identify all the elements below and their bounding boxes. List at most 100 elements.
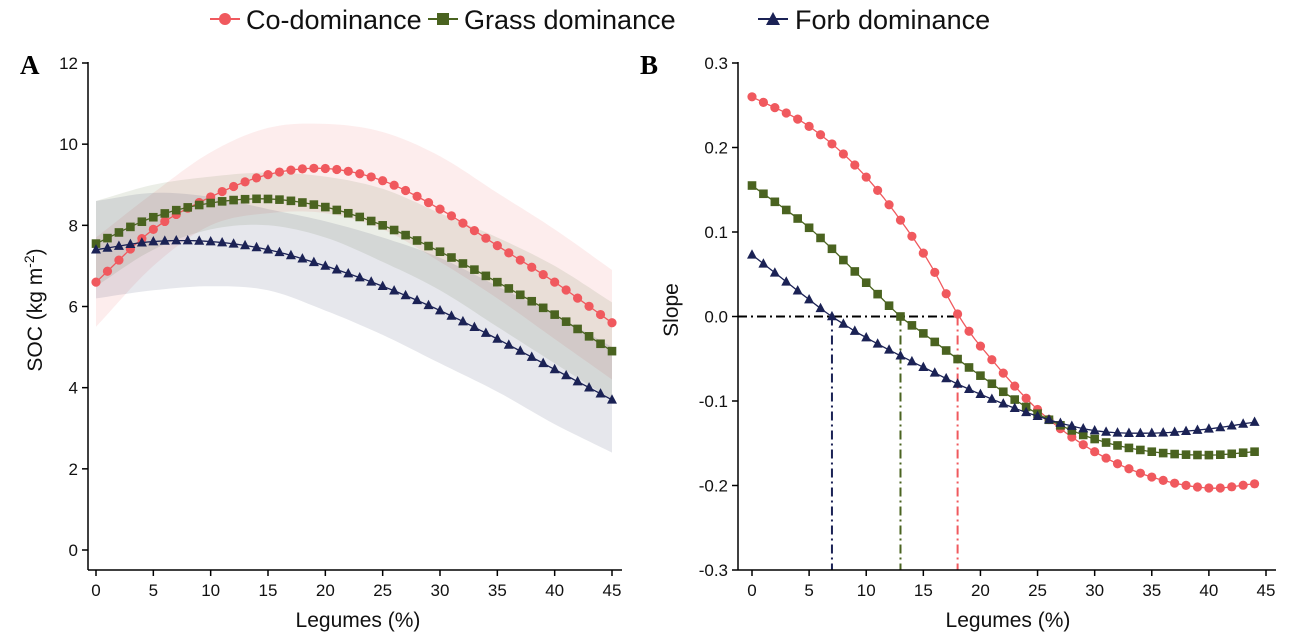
x-tick-label: 0 — [91, 581, 100, 600]
data-point-co-dominance — [1124, 464, 1134, 474]
data-point-forb-dominance — [331, 264, 342, 274]
data-point-co-dominance — [229, 181, 239, 192]
x-tick-label: 40 — [545, 581, 564, 600]
y-tick-label: -0.1 — [699, 392, 728, 411]
data-point-grass-dominance — [435, 247, 445, 257]
data-point-grass-dominance — [504, 284, 514, 293]
series-line-co-dominance — [95, 167, 613, 324]
data-point-grass-dominance — [321, 202, 330, 212]
data-point-grass-dominance — [770, 197, 780, 207]
data-point-forb-dominance — [1066, 420, 1077, 430]
data-point-grass-dominance — [1170, 449, 1179, 459]
data-point-grass-dominance — [953, 354, 962, 364]
data-point-co-dominance — [1010, 381, 1020, 391]
panel-a: A 0 2 4 6 8 10 12 0 5 10 15 20 25 30 35 40 45 Legumes (… — [20, 50, 622, 632]
data-point-co-dominance — [114, 255, 124, 265]
data-point-co-dominance — [538, 269, 548, 280]
data-point-co-dominance — [412, 191, 422, 201]
y-axis-title-main: SOC (kg m — [24, 268, 47, 372]
data-point-grass-dominance — [389, 225, 399, 235]
data-point-grass-dominance — [1193, 450, 1202, 460]
data-point-forb-dominance — [1101, 426, 1112, 436]
y-axis-ticks: 0 2 4 6 8 10 12 — [59, 54, 88, 560]
data-point-co-dominance — [458, 218, 468, 228]
data-point-co-dominance — [102, 266, 113, 276]
data-point-grass-dominance — [1090, 434, 1099, 444]
legend-marker-square — [437, 13, 449, 25]
y-axis-title: Slope — [660, 283, 683, 337]
data-point-co-dominance — [492, 241, 502, 251]
y-tick-label: 0.3 — [704, 54, 728, 73]
x-tick-label: 20 — [316, 581, 335, 600]
data-point-co-dominance — [987, 355, 997, 365]
data-point-forb-dominance — [251, 241, 262, 252]
data-point-forb-dominance — [1146, 427, 1157, 437]
data-point-forb-dominance — [595, 388, 606, 398]
data-point-co-dominance — [1112, 459, 1123, 469]
data-point-forb-dominance — [549, 363, 560, 374]
data-point-co-dominance — [975, 341, 986, 351]
data-point-co-dominance — [573, 293, 583, 303]
data-point-co-dominance — [1192, 482, 1203, 492]
data-point-grass-dominance — [114, 228, 124, 237]
data-point-forb-dominance — [113, 240, 124, 250]
data-point-forb-dominance — [906, 355, 917, 366]
data-point-co-dominance — [815, 130, 826, 140]
data-point-forb-dominance — [320, 260, 331, 270]
data-point-grass-dominance — [149, 212, 158, 222]
data-point-forb-dominance — [285, 249, 296, 260]
data-point-grass-dominance — [793, 214, 802, 223]
data-point-forb-dominance — [125, 238, 136, 249]
x-tick-label: 20 — [971, 581, 990, 600]
data-point-co-dominance — [907, 231, 917, 241]
panel-letter-a: A — [20, 50, 40, 80]
data-point-co-dominance — [1170, 478, 1180, 488]
legend: Co-dominance Grass dominance Forb domina… — [210, 5, 990, 35]
data-point-co-dominance — [1101, 453, 1111, 463]
data-point-grass-dominance — [584, 332, 594, 341]
data-point-forb-dominance — [929, 367, 940, 377]
data-point-co-dominance — [446, 211, 457, 221]
data-point-grass-dominance — [1181, 450, 1191, 459]
data-point-grass-dominance — [561, 317, 571, 326]
data-point-co-dominance — [378, 176, 388, 186]
data-point-grass-dominance — [171, 205, 181, 215]
data-point-forb-dominance — [1203, 423, 1214, 433]
data-point-co-dominance — [1021, 393, 1031, 403]
data-point-co-dominance — [1067, 432, 1077, 442]
data-point-co-dominance — [274, 167, 285, 177]
y-tick-label: 4 — [69, 379, 78, 398]
data-point-grass-dominance — [1010, 395, 1020, 404]
x-tick-label: 5 — [149, 581, 158, 600]
data-point-forb-dominance — [572, 375, 583, 386]
data-point-co-dominance — [607, 318, 617, 328]
data-point-co-dominance — [263, 170, 273, 180]
data-point-forb-dominance — [205, 235, 216, 246]
data-point-forb-dominance — [136, 237, 147, 247]
data-point-grass-dominance — [596, 339, 605, 349]
data-point-co-dominance — [758, 97, 769, 107]
data-point-grass-dominance — [366, 216, 376, 226]
data-point-co-dominance — [148, 224, 158, 234]
data-point-forb-dominance — [792, 285, 803, 295]
data-point-co-dominance — [320, 163, 330, 174]
x-tick-label: 10 — [857, 581, 876, 600]
zero-reference-lines — [738, 315, 959, 570]
data-point-grass-dominance — [229, 195, 238, 205]
data-point-co-dominance — [217, 186, 227, 197]
data-point-grass-dominance — [309, 200, 319, 209]
data-point-co-dominance — [804, 121, 814, 131]
data-point-forb-dominance — [274, 246, 285, 257]
data-point-forb-dominance — [240, 239, 251, 250]
data-point-forb-dominance — [1158, 427, 1169, 437]
data-point-grass-dominance — [481, 271, 491, 281]
data-point-forb-dominance — [446, 310, 457, 320]
data-point-forb-dominance — [412, 294, 423, 305]
data-point-co-dominance — [1227, 482, 1237, 492]
data-point-grass-dominance — [607, 346, 617, 356]
data-point-forb-dominance — [1181, 425, 1192, 435]
data-point-grass-dominance — [550, 310, 559, 319]
legend-marker-triangle — [766, 12, 780, 25]
data-point-co-dominance — [561, 285, 571, 295]
